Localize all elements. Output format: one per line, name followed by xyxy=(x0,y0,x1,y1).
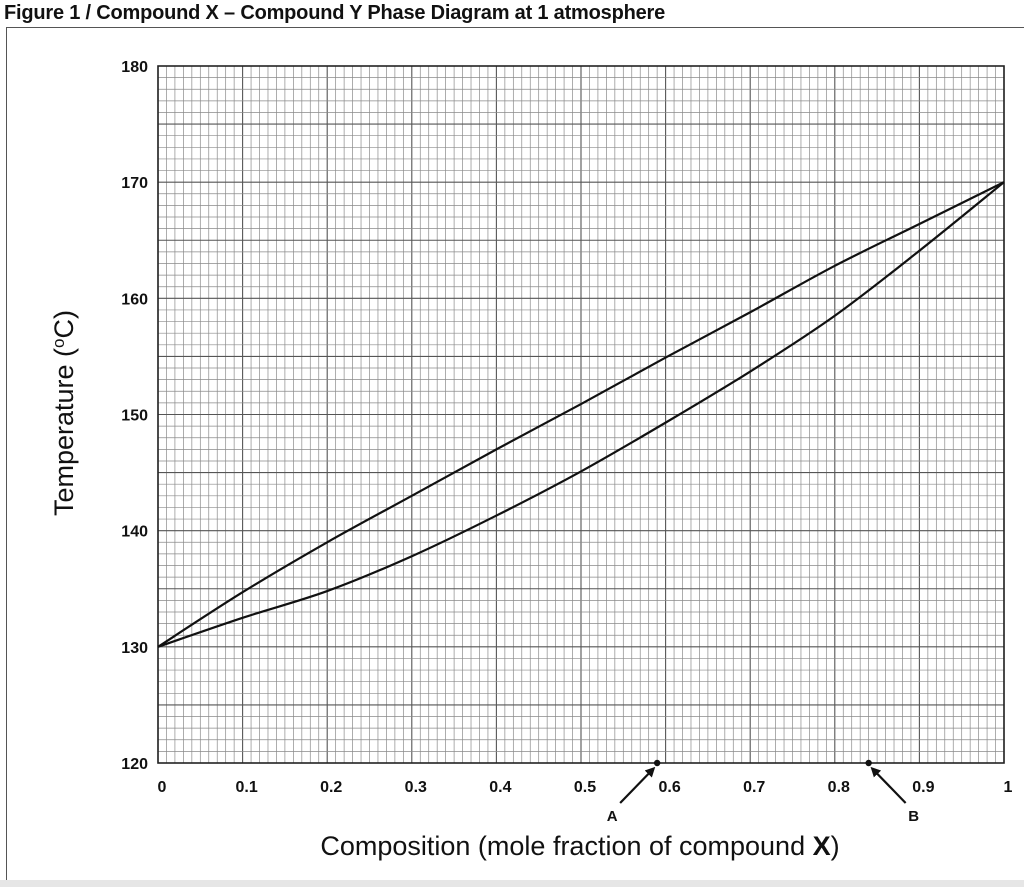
x-tick-label: 0 xyxy=(158,779,167,796)
y-tick-label: 130 xyxy=(121,640,148,657)
x-tick-label: 0.8 xyxy=(828,779,850,796)
figure-title: Figure 1 / Compound X – Compound Y Phase… xyxy=(4,2,666,24)
y-tick-label: 140 xyxy=(121,524,148,541)
marker-label-b: B xyxy=(908,808,919,825)
marker-arrow-b xyxy=(870,766,907,804)
grid xyxy=(157,65,1005,764)
x-tick-label: 0.5 xyxy=(574,779,596,796)
y-tick-label: 170 xyxy=(121,175,148,192)
marker-label-a: A xyxy=(607,808,618,825)
lower-phase-curve xyxy=(157,181,1005,648)
plot-border xyxy=(157,65,1005,764)
x-tick-label: 0.1 xyxy=(235,779,257,796)
marker-dot-b xyxy=(865,759,872,767)
marker-dot-a xyxy=(653,759,661,767)
series-lines xyxy=(157,181,1005,648)
y-tick-label: 120 xyxy=(121,756,148,773)
y-tick-label: 180 xyxy=(121,59,148,76)
x-tick-label: 1 xyxy=(1004,779,1013,796)
x-tick-label: 0.9 xyxy=(912,779,934,796)
x-tick-label: 0.4 xyxy=(489,779,511,796)
x-tick-label: 0.2 xyxy=(320,779,342,796)
figure-frame xyxy=(6,27,1024,883)
y-tick-label: 160 xyxy=(121,291,148,308)
y-axis-title: Temperature (oC) xyxy=(49,310,80,516)
page-footer-bar xyxy=(0,880,1024,887)
x-axis-title: Composition (mole fraction of compound X… xyxy=(320,831,839,861)
marker-arrow-a xyxy=(619,766,656,804)
y-tick-label: 150 xyxy=(121,408,148,425)
axes: 120 130 140 150 160 170 180 0 0.1 0.2 0.3 0.4 0.5 0.6… xyxy=(121,59,1012,796)
x-tick-label: 0.6 xyxy=(658,779,680,796)
upper-phase-curve xyxy=(157,181,1005,648)
x-tick-label: 0.3 xyxy=(405,779,427,796)
x-tick-label: 0.7 xyxy=(743,779,765,796)
